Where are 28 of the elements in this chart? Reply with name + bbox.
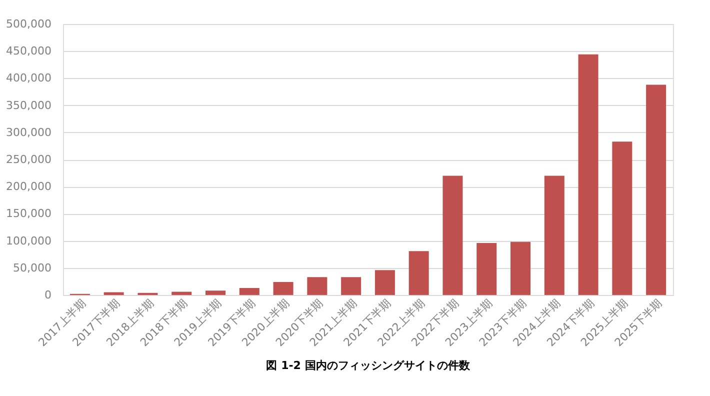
y-tick-label: 300,000	[6, 126, 52, 139]
bar	[646, 84, 666, 295]
bar	[578, 54, 598, 295]
y-tick-label: 50,000	[13, 261, 52, 274]
bar	[239, 288, 260, 295]
bar	[442, 176, 463, 295]
bar	[510, 242, 530, 295]
y-tick-label: 400,000	[6, 72, 52, 85]
text: 図 1-2 国内のフィッシングサイトの件数	[266, 358, 471, 372]
y-tick-label: 100,000	[6, 234, 52, 248]
bar	[104, 292, 124, 295]
y-tick-label: 150,000	[6, 207, 52, 220]
y-tick-label: 500,000	[6, 18, 52, 30]
y-tick-label: 200,000	[6, 180, 52, 194]
bar	[307, 277, 328, 295]
bar	[612, 142, 632, 295]
bar	[544, 176, 564, 295]
bar	[374, 270, 395, 295]
bar	[172, 292, 192, 295]
bar	[341, 277, 362, 295]
y-tick-label: 250,000	[6, 153, 52, 166]
y-tick-label: 350,000	[6, 98, 52, 112]
bar	[206, 290, 226, 295]
bar	[408, 251, 429, 295]
y-tick-label: 0	[44, 288, 52, 302]
bar	[476, 242, 497, 295]
bar	[273, 282, 294, 295]
y-tick-label: 450,000	[6, 44, 52, 58]
